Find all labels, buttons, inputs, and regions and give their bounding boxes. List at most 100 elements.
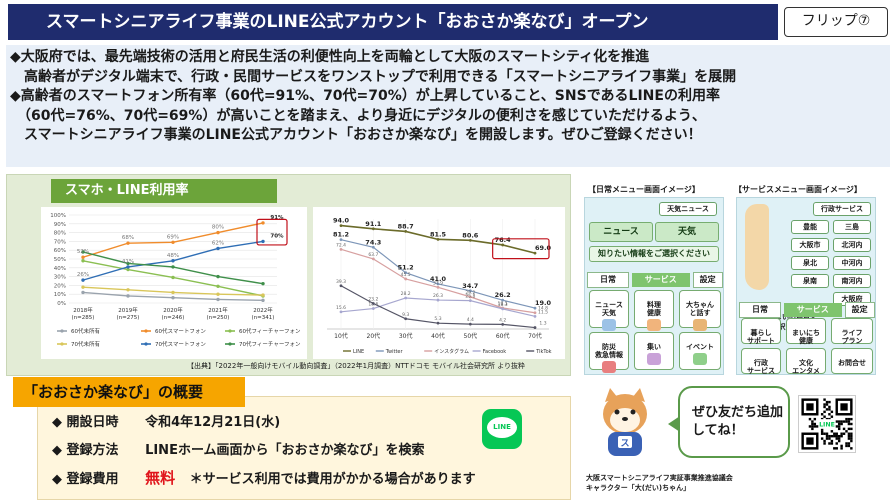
daily-menu-screen: 天気ニュース ニュース 天気 知りたい情報をご選択ください 日常 サービス 設定…: [584, 197, 724, 375]
city-button-senboku[interactable]: 泉北: [791, 256, 829, 270]
qr-code-icon[interactable]: LINE: [798, 395, 856, 453]
people-icon: [647, 353, 661, 365]
cooking-icon: [647, 319, 661, 331]
x-tick-label: 30代: [399, 332, 413, 340]
tile-label: 行政 サービス: [747, 359, 775, 375]
city-button-nakakawachi[interactable]: 中河内: [833, 256, 871, 270]
association-credit: 大阪スマートシニアライフ実証事業推進協議会 キャラクター「大(だい)ちゃん」: [586, 473, 733, 493]
tile-daily-health[interactable]: まいにち 健康: [786, 318, 826, 345]
city-button-sennan[interactable]: 泉南: [791, 274, 829, 288]
city-button-kitakawachi[interactable]: 北河内: [833, 238, 871, 252]
city-button-minamikawachi[interactable]: 南河内: [833, 274, 871, 288]
data-label: 72.4: [336, 242, 346, 248]
tile-life-plan[interactable]: ライフ プラン: [831, 318, 873, 345]
data-point: [404, 296, 408, 300]
tile-admin-service[interactable]: 行政 サービス: [741, 348, 781, 375]
data-label: 1.3: [539, 321, 546, 327]
tab-service[interactable]: サービス: [783, 303, 842, 317]
data-point: [339, 238, 343, 242]
intro-panel: ◆大阪府では、最先端技術の活用と府民生活の利便性向上を両輪として大阪のスマートシ…: [6, 45, 890, 167]
legend-swatch-dot: [144, 342, 148, 346]
data-label: 70%: [270, 233, 284, 239]
info-select-button[interactable]: 知りたい情報をご選択ください: [589, 246, 719, 262]
tab-daily[interactable]: 日常: [587, 272, 629, 288]
data-point: [261, 239, 265, 244]
tile-label: まいにち 健康: [792, 329, 820, 345]
city-button-osaka-city[interactable]: 大阪市: [791, 238, 829, 252]
city-button-mishima[interactable]: 三島: [833, 220, 871, 234]
x-tick-label: 10代: [334, 332, 348, 340]
y-tick-label: 40%: [54, 266, 66, 272]
weather-button[interactable]: 天気: [655, 222, 719, 242]
data-label: 18.3: [498, 302, 508, 308]
overview-row-method: ◆ 登録方法 LINEホーム画面から「おおさか楽なび」を検索: [52, 439, 425, 458]
data-point: [468, 295, 472, 299]
y-tick-label: 30%: [54, 275, 66, 281]
x-tick-sample-size: (n=250): [207, 315, 230, 321]
data-label: 51.2: [398, 264, 414, 272]
sns-usage-chart-panel: 10代 20代 30代 40代 50代 60代 70代 94.0 91.1 88.7 81.5 80.…: [313, 207, 565, 359]
data-point: [533, 306, 537, 310]
tile-living-support[interactable]: 暮らし サポート: [741, 318, 781, 345]
data-label: 80.6: [462, 231, 479, 239]
y-tick-label: 80%: [54, 231, 66, 237]
x-tick-label: 50代: [464, 332, 478, 340]
city-button-toyono[interactable]: 豊能: [791, 220, 829, 234]
data-label: 48%: [167, 253, 179, 259]
y-tick-label: 60%: [54, 248, 66, 254]
speech-balloon: ぜひ友だち追加 してね！: [668, 386, 790, 458]
data-label: 88.7: [398, 222, 414, 230]
overview-row-date: ◆ 開設日時 令和4年12月21日(水): [52, 411, 280, 430]
legend-label: LINE: [353, 349, 364, 355]
chart-source-note: 【出典】「2022年一般向けモバイル動向調査」（2022年1月調査）NTTドコモ…: [187, 362, 526, 370]
tile-label: イベント: [686, 343, 714, 351]
data-point: [261, 221, 265, 225]
tile-disaster-info[interactable]: 防災 救急情報: [589, 332, 629, 373]
overview-row-fee: ◆ 登録費用 無料 ＊サービス利用では費用がかかる場合があります: [52, 467, 476, 488]
data-point: [436, 282, 440, 286]
tab-settings[interactable]: 設定: [844, 302, 875, 318]
tile-contact[interactable]: お問合せ: [831, 348, 873, 374]
legend-label: Twitter: [385, 349, 404, 355]
data-point: [468, 238, 472, 242]
data-point: [501, 322, 505, 326]
qr-line-mark: LINE: [819, 421, 835, 428]
fee-note: ＊サービス利用では費用がかかる場合があります: [189, 472, 476, 487]
line-logo-text: LINE: [487, 417, 517, 438]
data-label: 69%: [167, 234, 179, 240]
tile-event[interactable]: イベント: [679, 332, 721, 370]
data-point: [261, 293, 265, 297]
data-label: 26.2: [495, 291, 511, 299]
data-label: 94.0: [333, 217, 350, 225]
dog-icon: [693, 319, 707, 331]
x-tick-label: 20代: [367, 332, 381, 340]
x-tick-label: 2020年: [163, 306, 183, 314]
data-label: 9.3: [402, 312, 409, 318]
tab-service[interactable]: サービス: [631, 273, 690, 287]
tile-cooking-health[interactable]: 料理 健康: [634, 290, 674, 331]
tab-settings[interactable]: 設定: [692, 272, 723, 288]
tile-news-weather[interactable]: ニュース 天気: [589, 290, 629, 331]
x-tick-label: 2019年: [118, 306, 138, 314]
highlight-box: [492, 238, 550, 260]
bullet: ◆: [52, 415, 62, 430]
x-tick-label: 60代: [496, 332, 510, 340]
data-label: 69.0: [535, 244, 552, 252]
data-point: [81, 255, 85, 259]
x-tick-label: 2021年: [208, 306, 228, 314]
data-label: 19.0: [535, 299, 552, 307]
y-tick-label: 0%: [57, 301, 66, 307]
daily-header-chip: 天気ニュース: [659, 202, 717, 216]
tile-talk-daichan[interactable]: 大ちゃん と話す: [679, 290, 721, 331]
x-tick-sample-size: (n=275): [117, 315, 140, 321]
data-label: 39.3: [336, 279, 346, 285]
news-button[interactable]: ニュース: [589, 222, 653, 242]
data-label: 81.5: [430, 230, 447, 238]
tile-label: 集い: [647, 343, 661, 351]
data-label: 15.6: [336, 305, 346, 311]
tile-label: お問合せ: [838, 359, 866, 367]
tile-culture-entertainment[interactable]: 文化 エンタメ: [786, 348, 826, 375]
data-label: 19.1: [498, 301, 508, 307]
tile-gathering[interactable]: 集い: [634, 332, 674, 370]
tab-daily[interactable]: 日常: [739, 302, 781, 318]
